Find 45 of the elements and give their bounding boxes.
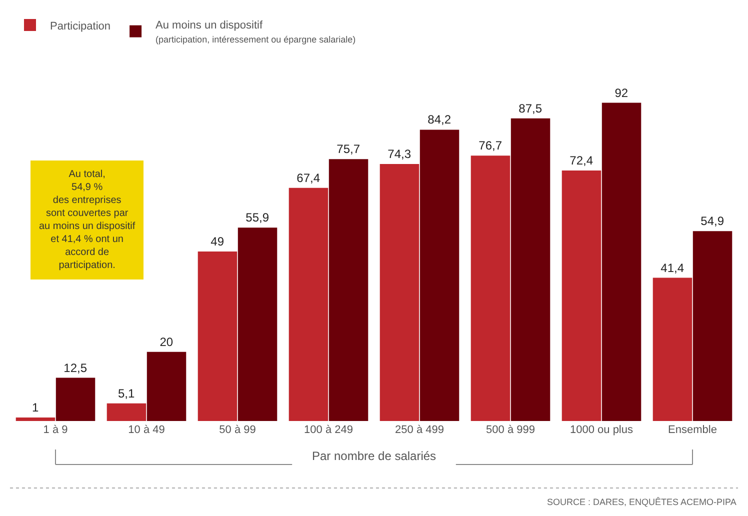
data-label: 92 — [614, 86, 628, 100]
text: Par nombre de salariés — [312, 449, 436, 463]
bar — [380, 164, 420, 421]
x-tick-label: 250 à 499 — [395, 424, 444, 436]
bar — [106, 403, 146, 421]
data-label: 49 — [210, 234, 224, 248]
data-label: 5,1 — [118, 386, 135, 400]
source-note: SOURCE : DARES, ENQUÊTES ACEMO-PIPA — [547, 497, 736, 507]
bar — [198, 252, 238, 421]
x-tick-label: Ensemble — [668, 424, 717, 436]
x-tick-label: 10 à 49 — [128, 424, 165, 436]
data-label: 54,9 — [700, 214, 724, 228]
annotation: Au total, 54,9 % des entreprises sont couvertes par au moins un dispositif et 41,4 % ont un accord de participation. — [39, 169, 136, 271]
data-label: 1 — [32, 400, 39, 415]
data-label: 67,4 — [296, 170, 320, 185]
bar — [420, 130, 460, 421]
data-label: 75,7 — [336, 142, 360, 156]
bar — [602, 102, 642, 421]
x-tick-label: 50 à 99 — [219, 424, 256, 436]
data-label: 55,9 — [246, 210, 270, 225]
bar — [56, 378, 96, 421]
legend-label: Participation — [50, 20, 111, 32]
bar — [238, 228, 278, 421]
bar — [562, 170, 602, 421]
data-label: 12,5 — [64, 360, 88, 375]
data-label: 87,5 — [518, 101, 542, 116]
legend-label: Au moins un dispositif (participation, intéressement ou épargne salariale) — [156, 19, 356, 45]
x-tick-label: 100 à 249 — [304, 424, 353, 436]
bar — [16, 418, 56, 421]
bar — [146, 352, 186, 421]
bar — [652, 278, 692, 421]
data-label: 74,3 — [388, 146, 412, 161]
bar — [692, 231, 732, 421]
x-tick-label: 1 à 9 — [43, 424, 68, 436]
data-label: 76,7 — [478, 138, 502, 153]
bar — [288, 188, 328, 421]
bar — [470, 156, 510, 421]
data-label: 20 — [160, 334, 174, 349]
data-label: 41,4 — [660, 260, 684, 275]
data-label: 72,4 — [570, 154, 594, 168]
x-tick-label: 500 à 999 — [486, 424, 535, 436]
bar — [510, 118, 550, 421]
bar — [328, 159, 368, 421]
x-tick-label: 1000 ou plus — [570, 424, 634, 436]
data-label: 84,2 — [428, 112, 452, 127]
